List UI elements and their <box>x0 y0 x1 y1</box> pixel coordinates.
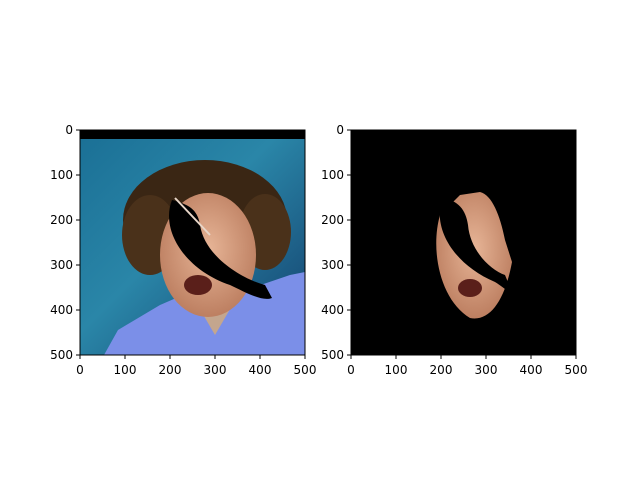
right-axes-frame <box>350 129 577 356</box>
right-ytick-label: 0 <box>336 123 344 137</box>
mouth <box>184 275 212 295</box>
left-xtick-label: 500 <box>294 363 317 377</box>
right-xtick-label: 200 <box>430 363 453 377</box>
right-xtick-label: 500 <box>565 363 588 377</box>
right-xtick-label: 0 <box>347 363 355 377</box>
right-image-panel <box>351 130 576 355</box>
right-ytick-label: 400 <box>321 303 344 317</box>
left-xtick-label: 400 <box>249 363 272 377</box>
right-ytick-label: 200 <box>321 213 344 227</box>
left-ytick-label: 300 <box>50 258 73 272</box>
top-black-strip <box>80 130 305 139</box>
left-xtick-label: 300 <box>204 363 227 377</box>
mask-highlight <box>174 197 211 236</box>
occlusion-mask <box>169 200 272 299</box>
left-ytick-label: 400 <box>50 303 73 317</box>
left-xtick-label: 0 <box>76 363 84 377</box>
left-ytick-label: 500 <box>50 348 73 362</box>
left-ytick-label: 200 <box>50 213 73 227</box>
left-xtick-label: 200 <box>159 363 182 377</box>
right-xtick-label: 400 <box>520 363 543 377</box>
left-xtick-label: 100 <box>114 363 137 377</box>
left-ytick-label: 100 <box>50 168 73 182</box>
left-ytick-label: 0 <box>65 123 73 137</box>
right-ytick-label: 300 <box>321 258 344 272</box>
right-xtick-label: 300 <box>475 363 498 377</box>
mouth-right <box>458 279 482 297</box>
right-ytick-label: 500 <box>321 348 344 362</box>
right-ytick-label: 100 <box>321 168 344 182</box>
left-axes-frame <box>79 129 306 356</box>
occlusion-mask-right <box>439 198 512 294</box>
right-xtick-label: 100 <box>385 363 408 377</box>
left-image-panel <box>80 130 305 355</box>
